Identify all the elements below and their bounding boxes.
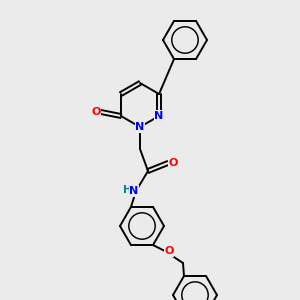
Text: O: O [91, 107, 101, 117]
Text: N: N [129, 186, 139, 196]
Text: N: N [154, 111, 164, 121]
Text: O: O [164, 246, 174, 256]
Text: O: O [168, 158, 178, 168]
Text: H: H [123, 185, 131, 195]
Text: N: N [135, 122, 145, 132]
